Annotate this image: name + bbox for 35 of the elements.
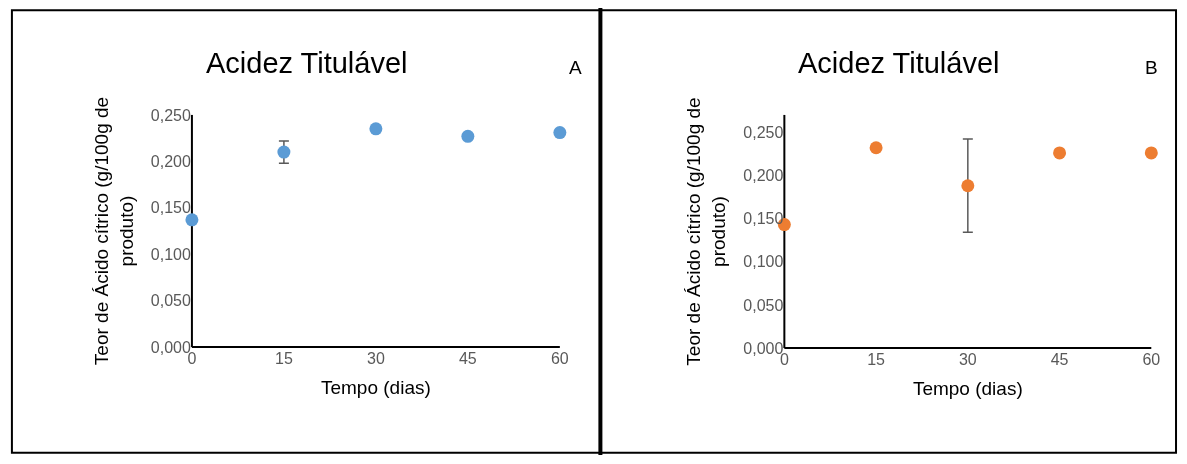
x-tick-label: 30 [366,350,385,368]
y-tick-label: 0,050 [743,296,784,314]
x-tick-label: 15 [275,350,293,368]
y-tick-label: 0,050 [150,292,192,310]
text: B [1145,57,1158,78]
point [185,213,199,227]
point [553,126,567,140]
x-axis-title: Tempo (dias) [320,376,431,398]
y-tick-label: 0,100 [150,245,192,263]
x-tick-label: 60 [550,350,569,368]
y-tick-label: 0,250 [743,123,784,141]
y-tick-label: 0,200 [150,152,192,170]
x-tick-label: 30 [958,351,977,369]
text: A [569,57,582,78]
y-tick-label: 0,100 [743,253,784,271]
y-tick-label: 0,250 [150,106,192,124]
point [961,179,975,193]
x-tick-label: 60 [1142,351,1161,369]
point [461,129,475,143]
y-tick-label: 0,200 [743,166,784,184]
x-tick-label: 15 [867,351,886,369]
chart-title: Acidez Titulável [798,47,1000,79]
point [277,145,291,159]
x-tick-label: 45 [1050,351,1069,369]
point [369,122,383,136]
y-tick-label: 0,150 [743,210,784,228]
y-axis-title: Teor de Ácido cítrico (g/100g de produto) [91,96,137,366]
x-axis-title: Tempo (dias) [912,377,1023,399]
point [1144,146,1158,160]
y-axis-title: Teor de Ácido cítrico (g/100g de produto) [683,97,730,366]
chart-title: Acidez Titulável [206,47,408,79]
x-tick-label: 45 [458,350,477,368]
y-tick-label: 0,150 [150,199,192,217]
point [869,141,883,155]
point [1053,146,1067,160]
